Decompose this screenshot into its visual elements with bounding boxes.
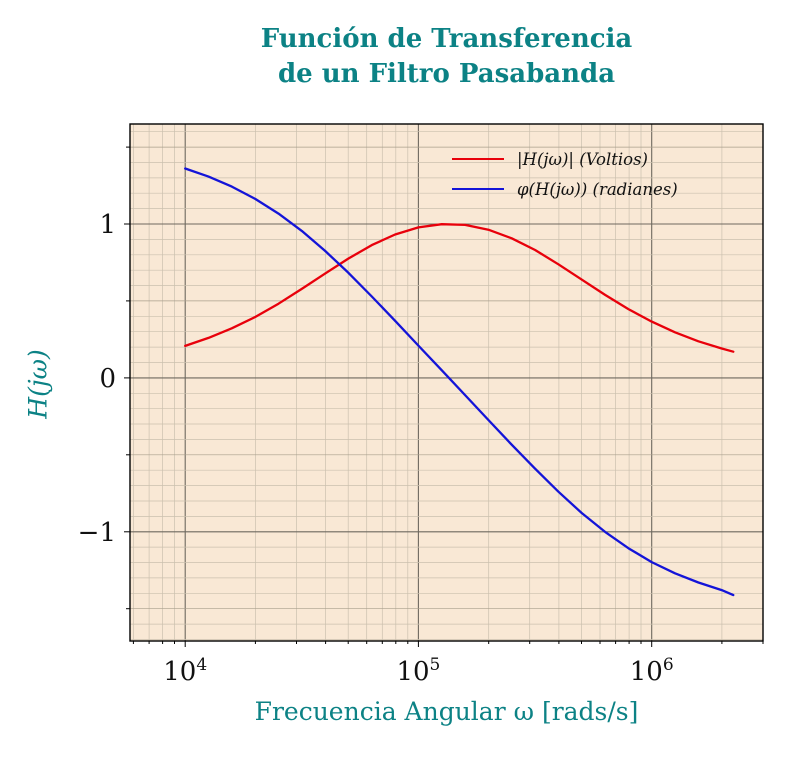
svg-text:1: 1 bbox=[99, 210, 116, 240]
svg-text:104: 104 bbox=[163, 655, 207, 687]
legend: |H(jω)| (Voltios) φ(H(jω)) (radianes) bbox=[452, 144, 678, 204]
magnitude-line-swatch bbox=[452, 158, 504, 160]
x-axis-label: Frecuencia Angular ω [rads/s] bbox=[254, 697, 639, 726]
svg-text:−1: −1 bbox=[78, 518, 116, 548]
legend-item-magnitude: |H(jω)| (Voltios) bbox=[452, 144, 678, 174]
svg-text:106: 106 bbox=[630, 655, 674, 687]
chart-title: Función de Transferencia de un Filtro Pa… bbox=[130, 22, 763, 92]
legend-label-magnitude: |H(jω)| (Voltios) bbox=[517, 149, 648, 169]
svg-text:0: 0 bbox=[99, 364, 116, 394]
chart-title-line-2: de un Filtro Pasabanda bbox=[277, 59, 616, 89]
legend-label-phase: φ(H(jω)) (radianes) bbox=[517, 179, 678, 199]
legend-item-phase: φ(H(jω)) (radianes) bbox=[452, 174, 678, 204]
chart-title-line-1: Función de Transferencia bbox=[260, 24, 633, 54]
y-axis-label: H(jω) bbox=[23, 349, 53, 419]
svg-text:105: 105 bbox=[396, 655, 440, 687]
phase-line-swatch bbox=[452, 188, 504, 190]
